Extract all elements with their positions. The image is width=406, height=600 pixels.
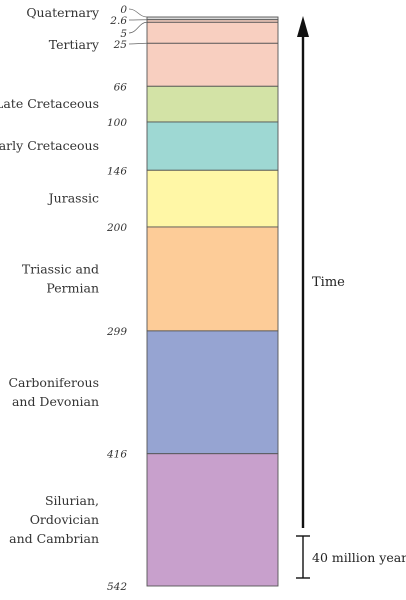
age-leader-line-25 [128, 42, 148, 45]
period-band-triassic-and-permian [146, 226, 279, 332]
period-band-late-cretaceous [146, 85, 279, 123]
period-name-carboniferous-and-devonian: Carboniferous and Devonian [8, 375, 99, 409]
scale-bar [296, 535, 310, 579]
scale-bar-label: 40 million years [312, 550, 406, 565]
period-band-tertiary [146, 19, 279, 87]
period-name-jurassic: Jurassic [47, 191, 99, 206]
period-name-silurian-ordovician-and-cambrian: Silurian, Ordovician and Cambrian [9, 493, 99, 546]
period-name-late-cretaceous: Late Cretaceous [0, 96, 99, 111]
time-label: Time [312, 275, 345, 290]
period-band-silurian-ordovician-and-cambrian [146, 453, 279, 587]
period-name-early-cretaceous: Early Cretaceous [0, 138, 99, 153]
age-label-146: 146 [107, 165, 127, 177]
age-label-25: 25 [113, 39, 128, 51]
age-label-200: 200 [106, 222, 127, 234]
period-band-jurassic [146, 169, 279, 228]
age-label-299: 299 [106, 326, 127, 338]
period-name-triassic-and-permian: Triassic and Permian [22, 261, 99, 295]
period-name-quaternary: Quaternary [26, 5, 100, 20]
age-label-66: 66 [114, 81, 128, 93]
period-band-carboniferous-and-devonian [146, 330, 279, 455]
age-label-100: 100 [107, 117, 127, 129]
age-label-416: 416 [106, 449, 127, 461]
age-label-0: 0 [120, 4, 127, 16]
period-bands [146, 16, 279, 587]
age-label-2-6: 2.6 [109, 15, 127, 27]
period-name-tertiary: Tertiary [49, 37, 100, 52]
age-leader-line-5 [128, 21, 148, 34]
time-arrow-head-icon [297, 16, 309, 37]
age-label-542: 542 [107, 581, 127, 593]
age-leader-line-0 [128, 8, 148, 18]
age-label-5: 5 [120, 28, 127, 40]
period-band-early-cretaceous [146, 121, 279, 171]
period-names: Quaternary Tertiary Late Cretaceous Early C… [0, 5, 100, 546]
